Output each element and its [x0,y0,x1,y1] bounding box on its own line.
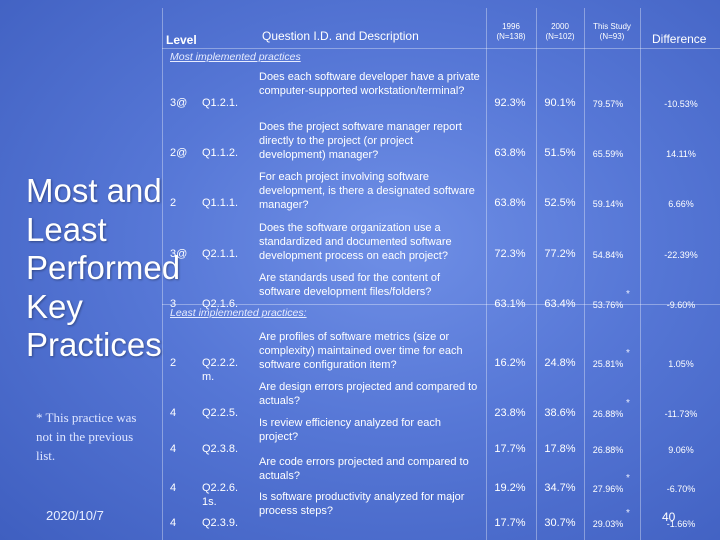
row-value-this-study: 29.03% [592,519,624,529]
row-description: Does the software organization use a sta… [259,222,452,262]
row-level: 2 [170,357,177,369]
header-1996: 1996 (N=138) [496,22,526,41]
header-level: Level [166,33,197,47]
row-value-this-study: 26.88% [592,445,624,455]
row-level: 3@ [170,248,188,260]
row-level: 4 [170,482,177,494]
row-value-this-study: 59.14% [592,199,624,209]
row-description: Does each software developer have a priv… [259,71,480,97]
row-description: Are profiles of software metrics (size o… [259,331,463,371]
row-difference: -6.70% [666,484,696,494]
row-value-1996: 63.8% [494,147,526,159]
row-level: 4 [170,517,177,529]
row-difference: -10.53% [664,99,698,109]
header-this-study: This Study (N=93) [593,22,631,41]
row-question-id: Q2.2.2. m. [202,357,239,383]
grid-line [640,8,641,540]
row-level: 3 [170,298,177,310]
row-new-practice-marker: * [626,289,630,300]
row-value-1996: 16.2% [494,357,526,369]
row-question-id: Q2.1.1. [202,248,239,260]
row-difference: 14.11% [666,149,696,159]
row-question-id: Q2.3.8. [202,443,239,455]
row-description: Are standards used for the content of so… [259,272,441,298]
row-value-2000: 24.8% [544,357,576,369]
slide-title: Most and Least Performed Key Practices [26,172,181,363]
slide-date: 2020/10/7 [46,508,104,523]
row-level: 2 [170,197,177,209]
row-question-id: Q2.2.6. 1s. [202,482,239,508]
grid-line [536,8,537,540]
row-value-this-study: 27.96% [592,484,624,494]
row-new-practice-marker: * [626,508,630,519]
header-question: Question I.D. and Description [262,29,419,43]
row-level: 3@ [170,97,188,109]
row-value-this-study: 65.59% [592,149,624,159]
row-difference: -1.66% [666,519,696,529]
row-description: For each project involving software deve… [259,171,475,211]
row-value-1996: 23.8% [494,407,526,419]
row-description: Is review efficiency analyzed for each p… [259,417,441,443]
row-value-2000: 77.2% [544,248,576,260]
row-value-2000: 17.8% [544,443,576,455]
grid-line [162,304,720,305]
row-level: 4 [170,407,177,419]
row-value-1996: 92.3% [494,97,526,109]
row-value-1996: 17.7% [494,443,526,455]
grid-line [162,48,720,49]
row-value-this-study: 79.57% [592,99,624,109]
row-value-this-study: 26.88% [592,409,624,419]
page-number: 40 [662,510,676,524]
row-level: 2@ [170,147,188,159]
row-question-id: Q2.2.5. [202,407,239,419]
footnote: * This practice was not in the previous … [36,410,137,463]
grid-line [584,8,585,540]
row-question-id: Q1.1.1. [202,197,239,209]
row-value-this-study: 54.84% [592,250,624,260]
row-question-id: Q2.1.6. [202,298,239,310]
row-value-2000: 30.7% [544,517,576,529]
row-value-2000: 51.5% [544,147,576,159]
row-value-1996: 63.1% [494,298,526,310]
row-difference: -22.39% [664,250,698,260]
row-description: Are code errors projected and compared t… [259,456,469,482]
row-value-1996: 63.8% [494,197,526,209]
row-difference: 6.66% [668,199,694,209]
row-value-1996: 72.3% [494,248,526,260]
grid-line [162,8,163,540]
row-new-practice-marker: * [626,398,630,409]
row-question-id: Q1.1.2. [202,147,239,159]
row-value-1996: 19.2% [494,482,526,494]
row-value-2000: 52.5% [544,197,576,209]
row-description: Does the project software manager report… [259,121,462,161]
row-value-this-study: 25.81% [592,359,624,369]
row-value-2000: 90.1% [544,97,576,109]
header-2000: 2000 (N=102) [545,22,575,41]
row-level: 4 [170,443,177,455]
row-question-id: Q1.2.1. [202,97,239,109]
row-description: Is software productivity analyzed for ma… [259,491,465,517]
row-new-practice-marker: * [626,473,630,484]
row-question-id: Q2.3.9. [202,517,239,529]
row-difference: -9.60% [666,300,696,310]
grid-line [486,8,487,540]
row-value-2000: 38.6% [544,407,576,419]
row-value-this-study: 53.76% [592,300,624,310]
row-new-practice-marker: * [626,348,630,359]
header-difference: Difference [652,32,707,46]
row-value-1996: 17.7% [494,517,526,529]
row-value-2000: 63.4% [544,298,576,310]
row-difference: -11.73% [664,409,698,419]
row-description: Are design errors projected and compared… [259,381,478,407]
row-value-2000: 34.7% [544,482,576,494]
row-difference: 1.05% [668,359,694,369]
section-least-label: Least implemented practices: [170,307,307,319]
section-most-label: Most implemented practices [170,51,301,63]
row-difference: 9.06% [668,445,694,455]
